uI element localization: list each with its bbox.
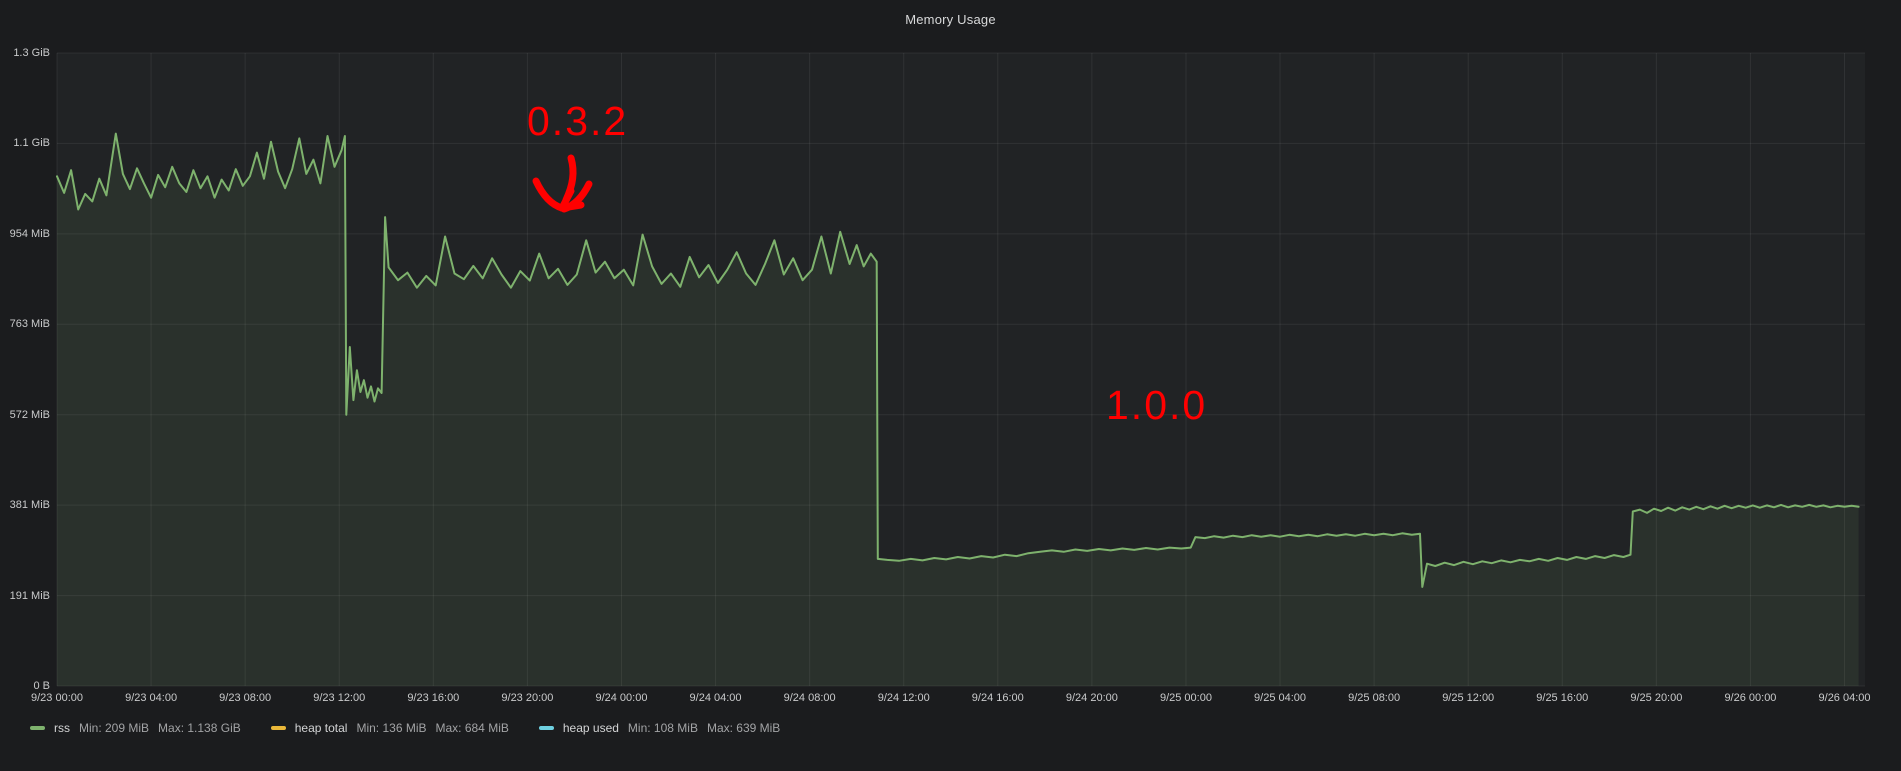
legend-series-stat: Min: 209 MiB [79,721,150,735]
x-axis-tick-label: 9/23 04:00 [125,692,178,704]
legend-series-stat: Max: 1.138 GiB [158,721,241,735]
legend-series-stat: Max: 684 MiB [435,721,509,735]
legend-series-stat: Max: 639 MiB [706,721,781,735]
legend-series-name: heap used [562,721,619,735]
legend-series-name: rss [54,721,70,735]
legend-series-stat: Min: 136 MiB [356,721,427,735]
x-axis-tick-label: 9/24 00:00 [595,692,648,704]
x-axis-tick-label: 9/24 16:00 [971,692,1024,704]
x-axis-tick-label: 9/25 04:00 [1254,692,1307,704]
legend: rss Min: 209 MiB Max: 1.138 GiB heap total M… [30,716,780,740]
x-axis-tick-label: 9/25 00:00 [1159,692,1212,704]
rss-series-line[interactable] [56,132,1860,588]
x-axis-tick-label: 9/26 04:00 [1818,692,1871,704]
x-axis-tick-label: 9/25 12:00 [1442,692,1495,704]
x-axis-tick-label: 9/24 08:00 [783,692,836,704]
legend-item-rss[interactable]: rss Min: 209 MiB Max: 1.138 GiB [30,721,241,735]
plot-background [57,53,1865,686]
x-axis-tick-label: 9/23 00:00 [31,692,83,704]
y-axis-tick-label: 572 MiB [9,408,50,421]
annotation-version-1-0-0: 1.0.0 [1106,382,1208,428]
legend-series-stat: Min: 108 MiB [627,721,698,735]
x-axis-tick-label: 9/23 08:00 [219,692,272,704]
y-axis-tick-label: 954 MiB [9,227,50,240]
y-axis-tick-label: 381 MiB [9,499,50,512]
legend-series-name: heap total [294,721,348,735]
panel-title[interactable]: Memory Usage [905,12,996,27]
annotation-version-0-3-2: 0.3.2 [527,98,629,144]
x-axis-tick-label: 9/24 04:00 [689,692,742,704]
legend-swatch-icon [538,726,554,730]
legend-item-heap-total[interactable]: heap total Min: 136 MiB Max: 684 MiB [270,721,509,735]
y-axis-tick-label: 1.3 GiB [13,47,50,59]
y-axis-tick-label: 0 B [33,680,50,692]
x-axis-tick-label: 9/23 12:00 [313,692,366,704]
legend-swatch-icon [30,726,45,730]
annotation-arrow-down-icon [532,154,593,213]
legend-swatch-icon [270,726,286,730]
x-axis-tick-label: 9/25 16:00 [1536,692,1589,704]
y-axis-tick-label: 191 MiB [9,589,50,602]
x-axis-tick-label: 9/25 08:00 [1348,692,1401,704]
x-axis-tick-label: 9/23 20:00 [501,692,554,704]
rss-series-fill [57,133,1859,687]
x-axis-tick-label: 9/24 20:00 [1065,692,1118,704]
y-axis-tick-label: 1.1 GiB [13,137,50,150]
x-axis-tick-label: 9/26 00:00 [1724,692,1777,704]
x-axis-tick-label: 9/23 16:00 [407,692,460,704]
legend-item-heap-used[interactable]: heap used Min: 108 MiB Max: 639 MiB [538,721,781,735]
x-axis-tick-label: 9/25 20:00 [1630,692,1683,704]
x-axis-tick-label: 9/24 12:00 [877,692,930,704]
y-axis-tick-label: 763 MiB [9,318,50,331]
